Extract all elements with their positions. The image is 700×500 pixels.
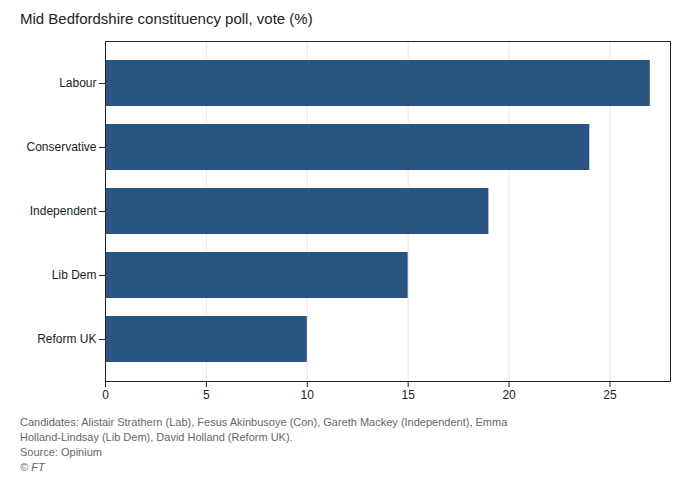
svg-text:25: 25 bbox=[603, 388, 617, 402]
html-text:Mid Bedfordshire constituency: Mid Bedfordshire constituency poll, vote… bbox=[20, 10, 313, 27]
svg-text:Conservative: Conservative bbox=[26, 140, 96, 154]
svg-text:Lib Dem: Lib Dem bbox=[52, 268, 97, 282]
svg-text:5: 5 bbox=[203, 388, 210, 402]
svg-text:Independent: Independent bbox=[30, 204, 97, 218]
html-text:© FT: © FT bbox=[20, 461, 45, 473]
svg-text:Labour: Labour bbox=[59, 76, 96, 90]
svg-text:0: 0 bbox=[102, 388, 109, 402]
svg-text:20: 20 bbox=[502, 388, 516, 402]
html-text:Source: Opinium: Source: Opinium bbox=[20, 446, 102, 458]
svg-text:15: 15 bbox=[401, 388, 415, 402]
svg-text:10: 10 bbox=[301, 388, 315, 402]
html-text:Candidates: Alistair Strathern: Candidates: Alistair Strathern (Lab), Fe… bbox=[20, 416, 508, 428]
html-text:Holland-Lindsay (Lib Dem), Dav: Holland-Lindsay (Lib Dem), David Holland… bbox=[20, 431, 293, 443]
svg-text:Reform UK: Reform UK bbox=[37, 332, 96, 346]
